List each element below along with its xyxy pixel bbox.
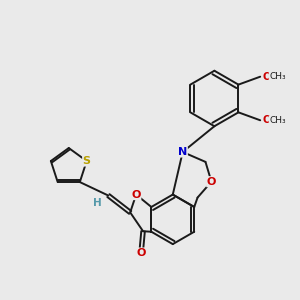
Text: O: O [136, 248, 146, 258]
Text: CH₃: CH₃ [269, 72, 286, 81]
Text: O: O [207, 177, 216, 187]
Text: H: H [93, 199, 102, 208]
Text: O: O [131, 190, 141, 200]
Text: O: O [262, 115, 271, 125]
Text: CH₃: CH₃ [269, 116, 286, 125]
Text: O: O [262, 72, 271, 82]
Text: N: N [178, 147, 187, 157]
Text: S: S [83, 156, 91, 166]
